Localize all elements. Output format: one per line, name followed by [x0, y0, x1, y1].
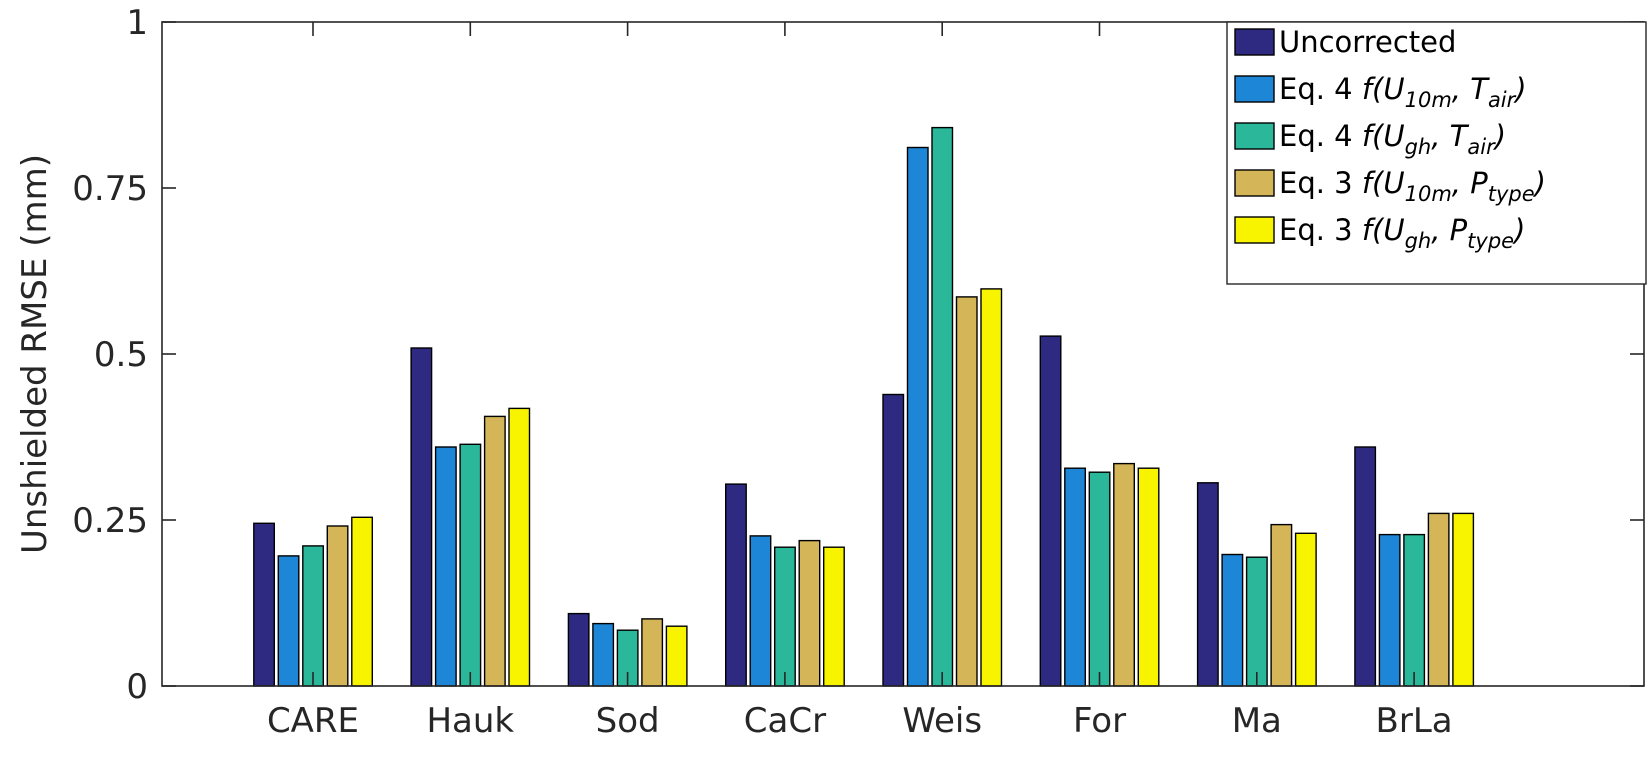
bar-brla-series-1 [1354, 446, 1377, 687]
x-tick-label-ma: Ma [1232, 701, 1282, 741]
bar-weis-series-1 [882, 393, 905, 687]
y-tick-label: 0.75 [72, 169, 148, 209]
bars-group [253, 126, 1475, 687]
y-tick-label: 0 [126, 667, 148, 707]
bar-cacr-series-1 [725, 483, 747, 687]
legend-label-3: Eq. 4 f(Ugh, Tair) [1279, 119, 1506, 159]
y-tick-label: 0.5 [94, 335, 148, 375]
bar-weis-series-5 [980, 288, 1003, 687]
bar-ma-series-3 [1245, 556, 1268, 687]
legend-box [1226, 21, 1647, 285]
legend-swatch-4 [1234, 169, 1275, 197]
bar-hauk-series-5 [508, 407, 531, 687]
bar-care-series-4 [326, 525, 349, 687]
bar-sod-series-4 [641, 618, 664, 687]
bar-for-series-3 [1088, 471, 1111, 687]
bar-hauk-series-2 [434, 446, 457, 687]
x-tick-label-for: For [1073, 701, 1126, 741]
legend-swatch-3 [1234, 122, 1275, 150]
bar-for-series-2 [1064, 467, 1087, 687]
bar-brla-series-3 [1403, 533, 1426, 687]
legend-swatch-1 [1234, 28, 1275, 56]
x-tick-label-weis: Weis [902, 701, 982, 741]
bar-brla-series-5 [1452, 512, 1475, 687]
bar-ma-series-4 [1270, 523, 1293, 687]
bar-sod-series-5 [665, 625, 688, 687]
legend-label-4: Eq. 3 f(U10m, Ptype) [1279, 166, 1546, 206]
bar-hauk-series-4 [483, 415, 506, 687]
legend-swatch-2 [1234, 75, 1275, 103]
bar-cacr-series-2 [749, 535, 772, 687]
bar-hauk-series-1 [410, 347, 433, 687]
bar-weis-series-3 [931, 126, 954, 687]
bar-for-series-4 [1113, 462, 1136, 687]
bar-care-series-1 [253, 522, 276, 687]
y-tick-label: 1 [126, 3, 148, 43]
bar-cacr-series-3 [774, 546, 796, 687]
bar-hauk-series-3 [459, 443, 482, 687]
bar-brla-series-2 [1378, 533, 1401, 687]
x-tick-label-cacr: CaCr [744, 701, 826, 741]
x-tick-label-care: CARE [267, 701, 359, 741]
bar-ma-series-5 [1294, 532, 1317, 687]
bar-weis-series-4 [955, 296, 978, 687]
bar-care-series-2 [277, 555, 300, 687]
bar-care-series-5 [351, 516, 373, 687]
x-tick-label-sod: Sod [596, 701, 660, 741]
bar-sod-series-2 [592, 622, 615, 687]
x-tick-label-hauk: Hauk [426, 701, 514, 741]
y-axis-ticks: 0 0.25 0.5 0.75 1 [72, 3, 1644, 707]
bar-for-series-1 [1039, 335, 1062, 687]
bar-care-series-3 [302, 545, 324, 687]
bar-ma-series-1 [1196, 482, 1219, 687]
x-tick-label-brla: BrLa [1376, 701, 1453, 741]
bar-ma-series-2 [1221, 553, 1244, 687]
legend-label-5: Eq. 3 f(Ugh, Ptype) [1279, 213, 1525, 253]
bar-cacr-series-4 [798, 539, 821, 687]
bar-cacr-series-5 [823, 546, 845, 687]
legend: Uncorrected Eq. 4 f(U10m, Tair) Eq. 4 f(Ug… [1226, 21, 1647, 285]
y-axis-title: Unshielded RMSE (mm) [15, 154, 55, 554]
legend-label-2: Eq. 4 f(U10m, Tair) [1279, 72, 1527, 112]
bar-weis-series-2 [906, 146, 929, 687]
bar-for-series-5 [1137, 467, 1160, 687]
y-tick-label: 0.25 [72, 501, 148, 541]
bar-brla-series-4 [1427, 512, 1450, 687]
x-axis-ticks: CARE Hauk Sod CaCr Weis For Ma BrLa [267, 22, 1453, 741]
legend-swatch-5 [1234, 216, 1275, 244]
legend-label-1: Uncorrected [1279, 25, 1456, 59]
bar-sod-series-1 [567, 612, 590, 687]
